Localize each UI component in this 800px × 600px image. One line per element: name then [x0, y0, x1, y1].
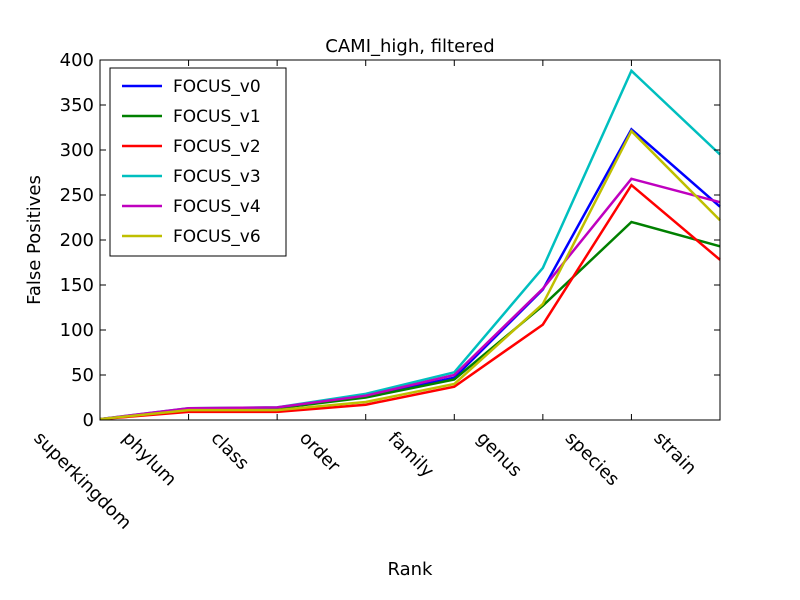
legend-box: [109, 67, 287, 257]
y-axis-label: False Positives: [24, 175, 45, 305]
y-tick-label: 150: [60, 275, 94, 296]
x-tick-label: phylum: [118, 428, 181, 491]
y-tick-label: 50: [71, 365, 94, 386]
legend: FOCUS_v0 FOCUS_v1 FOCUS_v2 FOCUS_v3 FOCUS_v4…: [109, 67, 287, 257]
series-line-focus-v6: [99, 128, 721, 421]
chart-title: CAMI_high, filtered: [325, 36, 494, 57]
legend-label: FOCUS_v2: [173, 137, 261, 157]
y-tick-label: 100: [60, 320, 94, 341]
plot-area: [99, 68, 721, 421]
y-tick-label: 200: [60, 230, 94, 251]
y-tick-label: 300: [60, 140, 94, 161]
series-line-focus-v4: [99, 177, 721, 421]
series-line-focus-v2: [99, 183, 721, 421]
x-tick-label: genus: [472, 428, 526, 482]
x-tick-label: species: [561, 428, 623, 490]
legend-label: FOCUS_v0: [173, 77, 261, 97]
x-axis-label: Rank: [388, 559, 434, 580]
legend-label: FOCUS_v1: [173, 107, 261, 127]
y-tick-label: 350: [60, 95, 94, 116]
x-tick-label: class: [207, 428, 253, 474]
x-tick-label: order: [295, 428, 344, 477]
x-tick-label: strain: [649, 428, 700, 479]
legend-label: FOCUS_v6: [173, 227, 261, 247]
y-tick-label: 250: [60, 185, 94, 206]
y-tick-label: 0: [83, 410, 94, 431]
y-tick-label: 400: [60, 50, 94, 71]
legend-label: FOCUS_v4: [173, 197, 261, 217]
x-tick-label: family: [384, 428, 438, 482]
legend-label: FOCUS_v3: [173, 167, 261, 187]
